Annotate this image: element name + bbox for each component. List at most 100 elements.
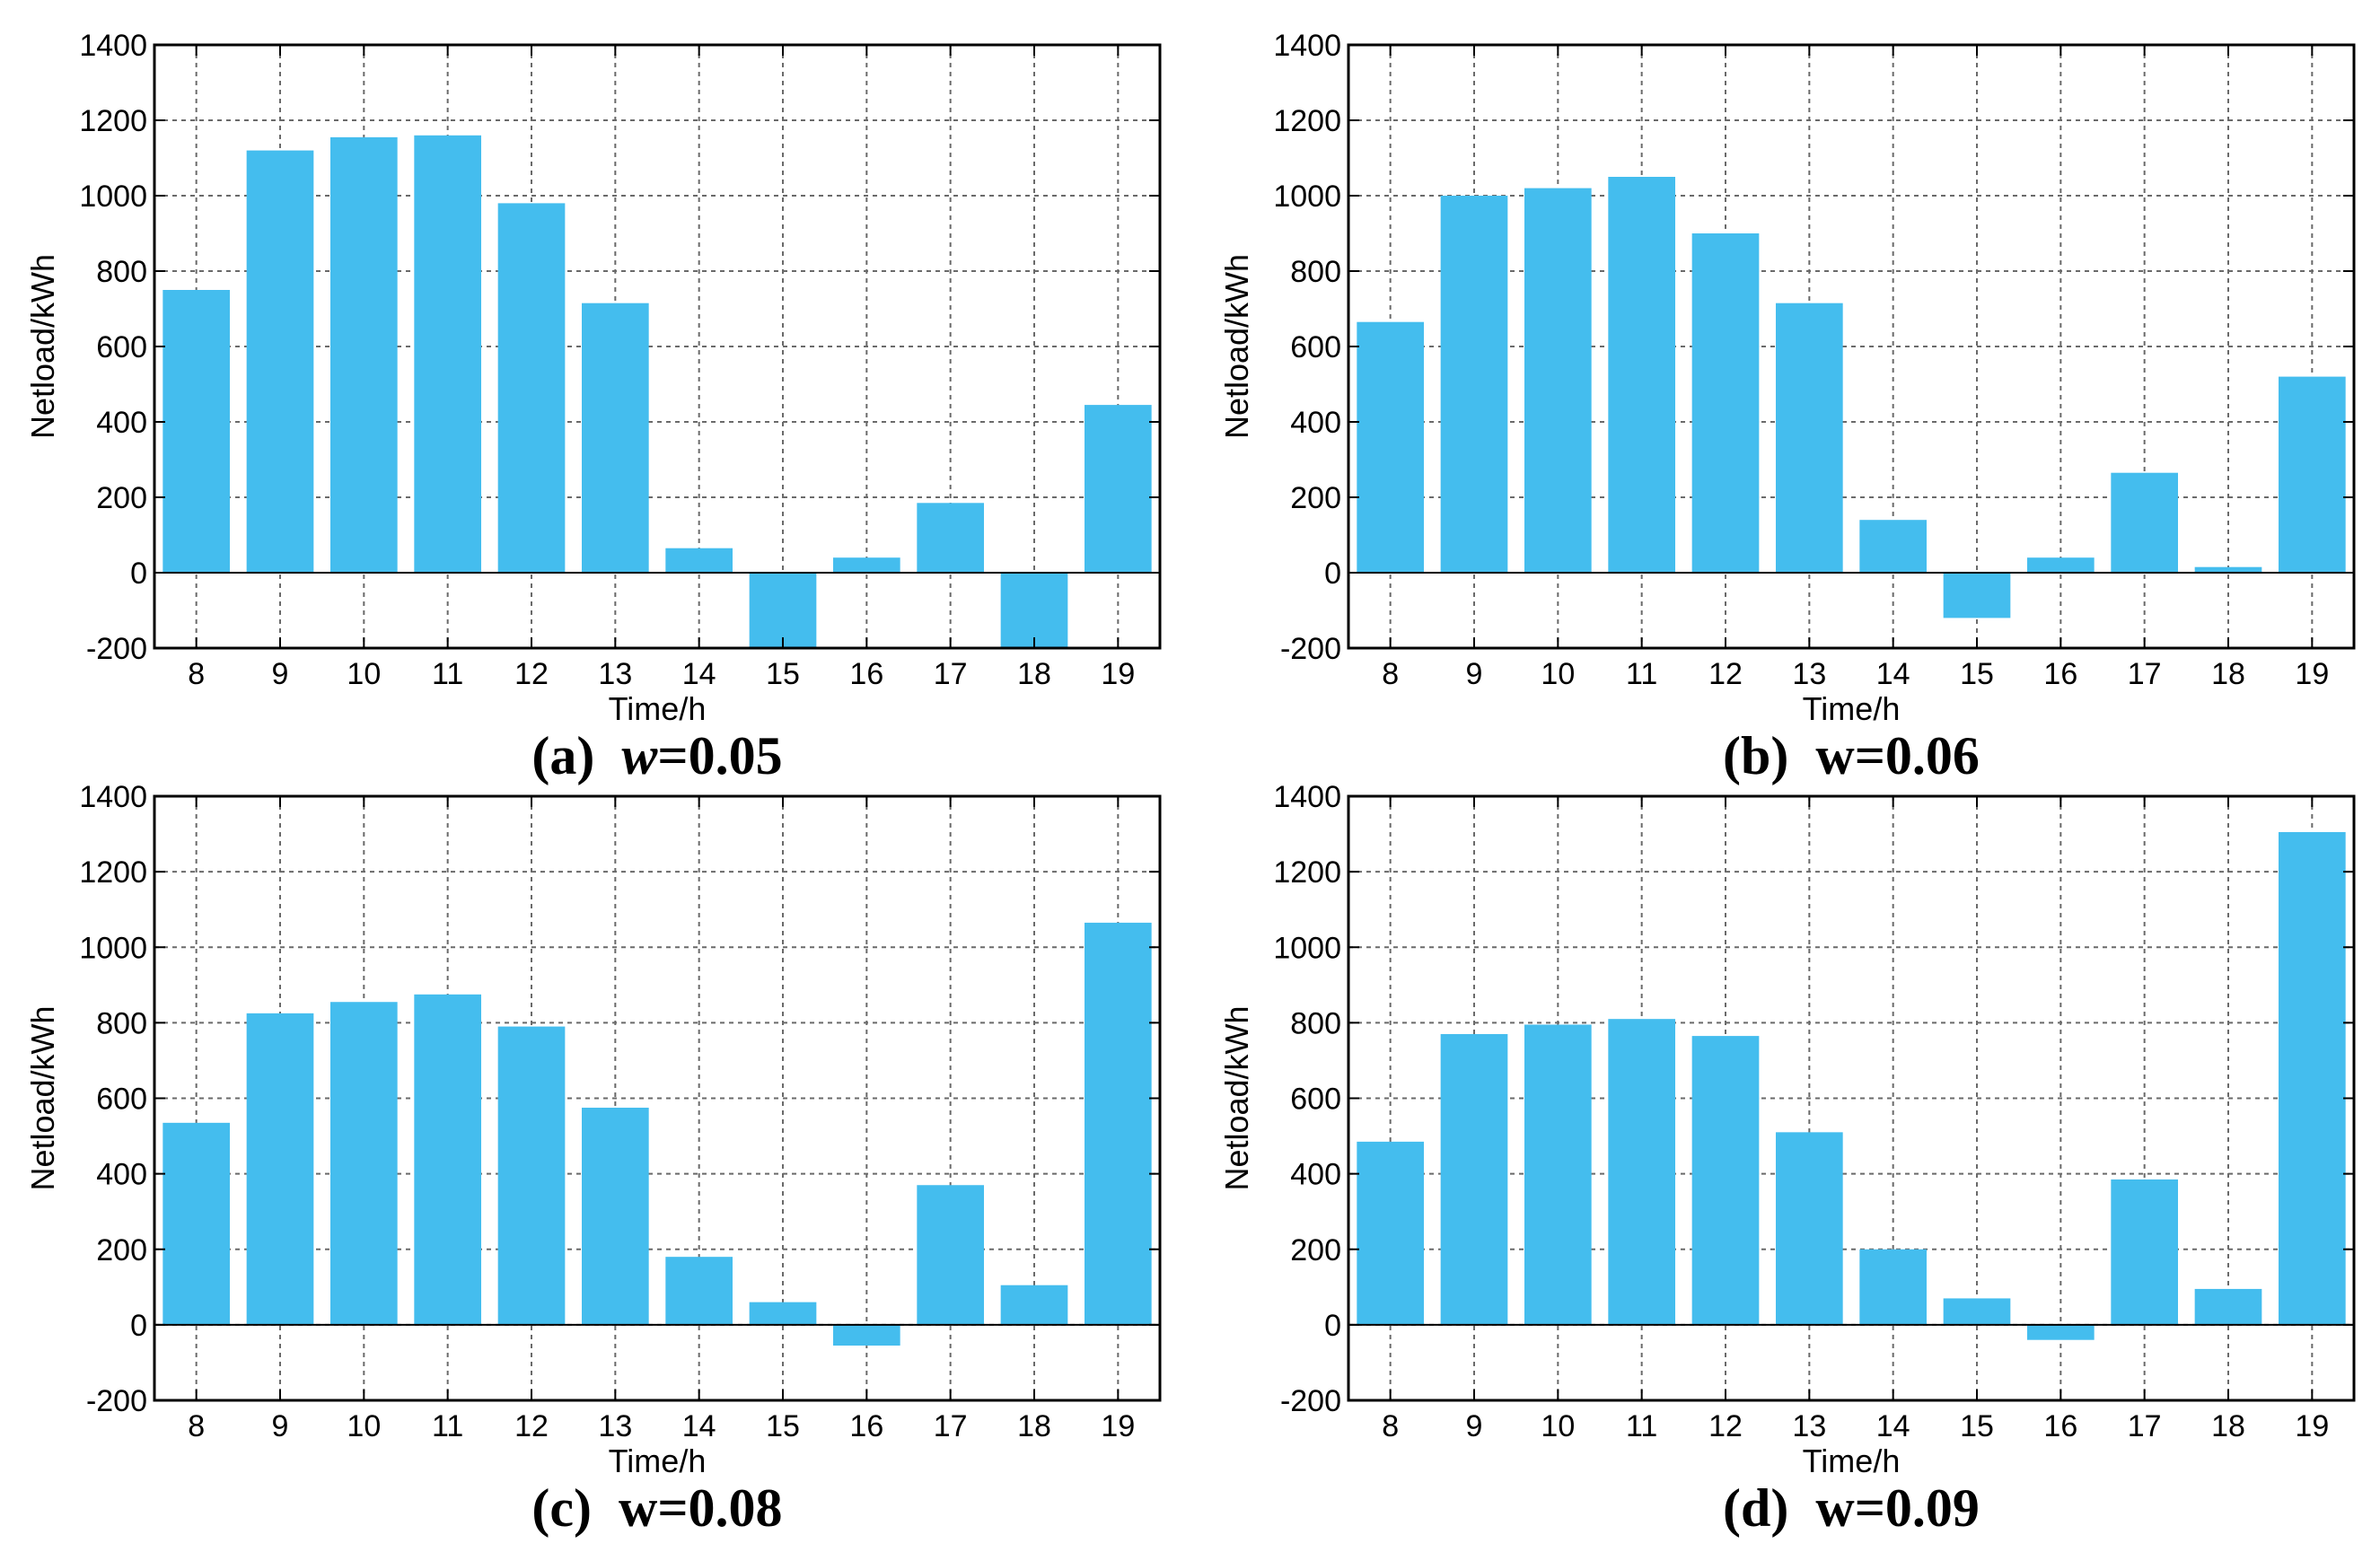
y-tick-label: 800 [96,1006,147,1040]
x-tick-label: 14 [682,657,716,691]
bar-10 [330,1002,398,1325]
bar-17 [2111,1179,2178,1325]
y-tick-label: 600 [96,330,147,364]
bar-13 [582,303,649,573]
x-tick-label: 17 [934,1409,968,1443]
bar-12 [1691,233,1760,573]
panel-caption: (d) w=0.09 [1723,1478,1980,1538]
bar-13 [1776,1132,1843,1325]
bar-10 [1524,1024,1592,1325]
y-tick-label: 1200 [1273,855,1341,890]
y-tick-label: 1000 [1273,931,1341,965]
x-tick-label: 14 [1876,1409,1910,1443]
panel-caption: (b) w=0.06 [1723,726,1980,785]
bar-16 [833,557,900,573]
y-tick-label: 400 [96,406,147,440]
bar-18 [2194,566,2262,573]
y-tick-label: 1000 [1273,180,1341,214]
y-tick-label: 0 [130,557,147,591]
y-axis-label: Netload/kWh [1218,1005,1255,1190]
y-tick-label: 1200 [79,104,147,138]
bar-15 [749,1302,817,1325]
y-tick-label: 1400 [79,29,147,63]
x-tick-label: 16 [2043,657,2077,691]
y-tick-label: 400 [96,1158,147,1192]
panel-caption: (a) w=0.05 [531,726,782,785]
x-tick-label: 9 [1466,657,1483,691]
x-tick-label: 16 [849,1409,883,1443]
y-tick-label: -200 [86,632,147,666]
bar-18 [1000,1285,1068,1325]
bar-17 [917,1185,984,1325]
x-tick-label: 18 [2211,657,2245,691]
x-tick-label: 13 [598,657,632,691]
x-tick-label: 12 [1708,1409,1743,1443]
x-tick-label: 12 [1708,657,1743,691]
bar-9 [246,150,314,573]
x-tick-label: 15 [766,657,800,691]
y-tick-label: 1000 [79,931,147,965]
panel-caption: (c) w=0.08 [531,1478,782,1538]
bar-17 [2111,472,2178,573]
x-tick-label: 14 [682,1409,716,1443]
x-axis-label: Time/h [1803,1443,1901,1479]
y-tick-label: 1200 [1273,104,1341,138]
x-tick-label: 17 [934,657,968,691]
bar-14 [1859,520,1927,573]
y-tick-label: 600 [96,1083,147,1117]
x-tick-label: 11 [1626,657,1657,691]
y-tick-label: -200 [1280,1384,1341,1418]
x-tick-label: 19 [2295,657,2329,691]
bar-9 [1440,196,1508,573]
y-tick-label: 800 [1290,255,1341,289]
bar-11 [414,994,481,1325]
caption-label: (a) [531,726,594,785]
x-tick-label: 8 [1382,1409,1399,1443]
bar-12 [497,1026,566,1325]
bar-9 [1440,1033,1508,1325]
bar-17 [917,503,984,573]
x-tick-label: 17 [2128,657,2162,691]
x-tick-label: 10 [1541,1409,1575,1443]
caption-label: (c) [531,1478,592,1538]
bar-9 [246,1013,314,1325]
x-tick-label: 12 [514,657,549,691]
x-tick-label: 15 [1960,657,1994,691]
x-tick-label: 9 [272,1409,289,1443]
y-tick-label: 200 [96,481,147,515]
y-tick-label: 0 [130,1309,147,1343]
caption-label: (b) [1723,726,1788,785]
x-tick-label: 8 [188,1409,205,1443]
x-tick-label: 13 [1792,657,1826,691]
bar-16 [833,1324,900,1346]
x-tick-label: 10 [347,657,381,691]
x-tick-label: 18 [1017,657,1051,691]
x-tick-label: 10 [1541,657,1575,691]
y-tick-label: 1200 [79,855,147,890]
caption-variable: w [1815,1478,1855,1538]
caption-value: =0.05 [657,726,782,785]
bar-10 [1524,188,1592,573]
caption-value: =0.09 [1855,1478,1980,1538]
y-tick-label: 400 [1290,406,1341,440]
y-tick-label: 1400 [1273,29,1341,63]
y-tick-label: 200 [1290,1233,1341,1267]
bar-14 [665,548,733,573]
bar-19 [1085,405,1152,573]
x-tick-label: 11 [432,657,463,691]
bar-14 [665,1257,733,1325]
y-tick-label: 600 [1290,330,1341,364]
x-tick-label: 13 [598,1409,632,1443]
y-axis-label: Netload/kWh [24,1005,61,1190]
y-tick-label: 1000 [79,180,147,214]
bar-8 [1357,321,1424,573]
x-tick-label: 18 [1017,1409,1051,1443]
chart-panel-4: -200 0 200 400 600 800 1000 1200 1400 8 9 10 11 12 13 1… [1218,780,2356,1538]
bar-18 [2194,1288,2262,1325]
bar-19 [2279,831,2346,1325]
y-tick-label: -200 [1280,632,1341,666]
y-tick-label: 800 [96,255,147,289]
y-tick-label: 200 [1290,481,1341,515]
chart-panel-2: -200 0 200 400 600 800 1000 1200 1400 8 9 10 11 12 13 1… [1218,29,2356,785]
